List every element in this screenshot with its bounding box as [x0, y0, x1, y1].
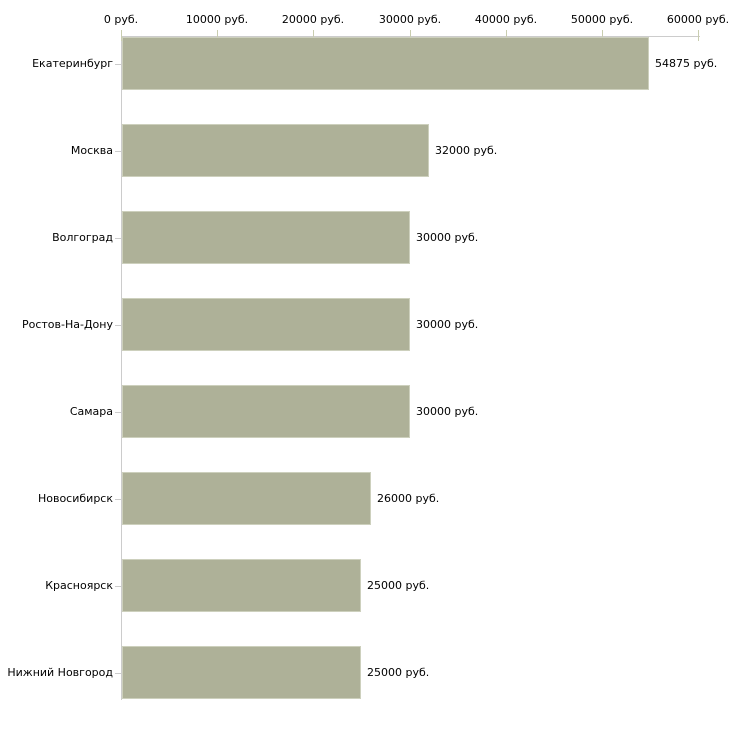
value-label: 30000 руб. [416, 231, 479, 244]
value-label: 25000 руб. [367, 579, 430, 592]
category-label: Самара [69, 405, 113, 418]
category-tick-mark [115, 586, 121, 587]
value-label: 30000 руб. [416, 318, 479, 331]
category-tick-mark [115, 673, 121, 674]
bar [122, 385, 410, 438]
x-axis-tick-mark [410, 30, 411, 41]
category-tick-mark [115, 151, 121, 152]
x-axis-tick-mark [698, 30, 699, 41]
bar [122, 646, 361, 699]
x-axis-tick-label: 10000 руб. [185, 13, 249, 26]
x-axis-tick-label: 30000 руб. [378, 13, 442, 26]
category-label: Екатеринбург [32, 57, 113, 70]
x-axis-tick-mark [121, 30, 122, 41]
x-axis-tick-label: 40000 руб. [474, 13, 538, 26]
bar [122, 298, 410, 351]
bar [122, 559, 361, 612]
value-label: 54875 руб. [655, 57, 718, 70]
category-label: Ростов-На-Дону [21, 318, 113, 331]
category-tick-mark [115, 412, 121, 413]
category-tick-mark [115, 64, 121, 65]
bar [122, 211, 410, 264]
category-label: Нижний Новгород [7, 666, 113, 679]
value-label: 32000 руб. [435, 144, 498, 157]
category-label: Волгоград [52, 231, 113, 244]
x-axis-tick-mark [602, 30, 603, 41]
x-axis-tick-label: 60000 руб. [666, 13, 730, 26]
x-axis-tick-mark [313, 30, 314, 41]
category-tick-mark [115, 238, 121, 239]
category-label: Москва [70, 144, 113, 157]
value-label: 25000 руб. [367, 666, 430, 679]
bar [122, 37, 649, 90]
category-tick-mark [115, 325, 121, 326]
category-label: Красноярск [45, 579, 113, 592]
category-tick-mark [115, 499, 121, 500]
x-axis-tick-label: 0 руб. [103, 13, 139, 26]
x-axis-tick-mark [217, 30, 218, 41]
x-axis-tick-mark [506, 30, 507, 41]
y-axis-line [121, 36, 122, 700]
x-axis-tick-label: 50000 руб. [570, 13, 634, 26]
category-label: Новосибирск [37, 492, 113, 505]
value-label: 26000 руб. [377, 492, 440, 505]
bar [122, 472, 371, 525]
x-axis-tick-label: 20000 руб. [281, 13, 345, 26]
value-label: 30000 руб. [416, 405, 479, 418]
bar [122, 124, 429, 177]
